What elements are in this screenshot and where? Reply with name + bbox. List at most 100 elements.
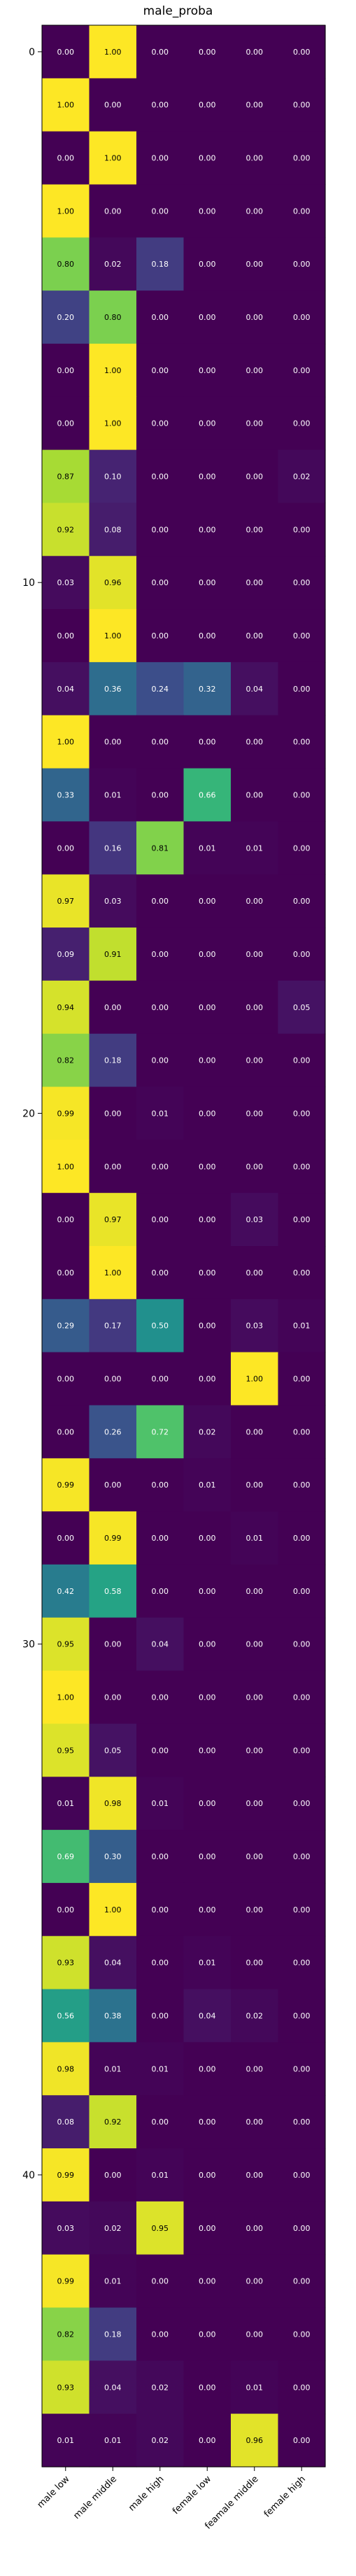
cell-value-label: 0.00 <box>199 1746 216 1755</box>
cell-value-label: 0.42 <box>57 1587 75 1596</box>
cell-value-label: 0.00 <box>293 738 311 747</box>
cell-value-label: 0.99 <box>104 1534 122 1543</box>
heatmap-cell <box>89 1405 137 1459</box>
cell-value-label: 0.01 <box>199 1959 216 1968</box>
cell-value-label: 0.00 <box>246 790 264 799</box>
heatmap-cell <box>183 980 232 1035</box>
cell-value-label: 0.00 <box>104 2171 122 2180</box>
heatmap-cell <box>231 1989 279 2043</box>
heatmap-cell <box>136 768 185 822</box>
heatmap-cell <box>278 1617 326 1672</box>
cell-value-label: 0.00 <box>199 472 216 482</box>
chart-title: male_proba <box>143 4 213 18</box>
heatmap-cell <box>136 1777 185 1830</box>
cell-value-label: 0.02 <box>104 260 122 269</box>
heatmap-cell <box>89 1777 137 1830</box>
heatmap-cell <box>42 1564 90 1618</box>
cell-value-label: 1.00 <box>104 1268 122 1278</box>
heatmap-cell <box>231 662 279 716</box>
heatmap-cell <box>136 1564 185 1618</box>
heatmap-cell <box>183 2148 232 2202</box>
cell-value-label: 0.00 <box>293 578 311 587</box>
heatmap-cell <box>278 1830 326 1884</box>
heatmap-cell <box>183 2254 232 2309</box>
cell-value-label: 0.00 <box>104 1003 122 1012</box>
cell-value-label: 0.02 <box>246 2011 264 2020</box>
heatmap-cell <box>183 927 232 981</box>
heatmap-cell <box>278 1246 326 1300</box>
cell-value-label: 0.00 <box>293 48 311 57</box>
heatmap-cell <box>136 1617 185 1672</box>
cell-value-label: 0.00 <box>152 897 169 906</box>
heatmap-cell <box>183 2414 232 2468</box>
cell-value-label: 1.00 <box>104 154 122 163</box>
cell-value-label: 0.00 <box>199 897 216 906</box>
heatmap-cell <box>136 25 185 79</box>
heatmap-cell <box>42 1140 90 1194</box>
heatmap-cell <box>89 184 137 238</box>
cell-value-label: 0.00 <box>57 1534 75 1543</box>
cell-value-label: 0.00 <box>246 2330 264 2339</box>
cell-value-label: 0.03 <box>246 1215 264 1224</box>
heatmap-cell <box>183 1458 232 1512</box>
heatmap-cell <box>231 2148 279 2202</box>
heatmap-cell <box>42 1882 90 1937</box>
heatmap-cell <box>278 2095 326 2149</box>
heatmap-cell <box>278 237 326 291</box>
cell-value-label: 0.00 <box>199 1799 216 1808</box>
heatmap-cell <box>278 1352 326 1406</box>
cell-value-label: 0.00 <box>293 2277 311 2286</box>
cell-value-label: 0.00 <box>293 1480 311 1490</box>
heatmap-cell <box>89 1033 137 1088</box>
cell-value-label: 0.99 <box>57 1480 75 1490</box>
cell-value-label: 0.00 <box>152 2277 169 2286</box>
cell-value-label: 0.00 <box>293 897 311 906</box>
cell-value-label: 0.56 <box>57 2011 75 2020</box>
cell-value-label: 0.00 <box>199 48 216 57</box>
cell-value-label: 0.00 <box>293 525 311 534</box>
heatmap-cell <box>136 1405 185 1459</box>
heatmap-cell <box>183 1140 232 1194</box>
heatmap-cell <box>89 1298 137 1353</box>
heatmap-cell <box>278 1193 326 1247</box>
heatmap-cell <box>42 237 90 291</box>
cell-value-label: 0.00 <box>246 2224 264 2233</box>
heatmap-cell <box>42 1405 90 1459</box>
cell-value-label: 0.30 <box>104 1852 122 1861</box>
heatmap-cell <box>183 1246 232 1300</box>
heatmap-cell <box>136 1723 185 1777</box>
cell-value-label: 0.80 <box>104 313 122 322</box>
cell-value-label: 0.00 <box>293 844 311 853</box>
heatmap-cell-labels: 0.00 1.00 0.00 0.00 0.00 0.00 1.00 0.00 0.00 0.00… <box>57 48 311 2445</box>
cell-value-label: 0.26 <box>104 1427 122 1436</box>
heatmap-cell <box>42 343 90 398</box>
cell-value-label: 0.00 <box>246 1587 264 1596</box>
heatmap-cell <box>231 1352 279 1406</box>
heatmap-cell <box>42 1246 90 1300</box>
cell-value-label: 0.93 <box>57 1959 75 1968</box>
heatmap-cell <box>231 1723 279 1777</box>
heatmap-cell <box>231 927 279 981</box>
heatmap-cell <box>89 2201 137 2255</box>
cell-value-label: 0.02 <box>152 2383 169 2392</box>
cell-value-label: 0.00 <box>152 1587 169 1596</box>
cell-value-label: 0.80 <box>57 260 75 269</box>
heatmap-cell <box>42 768 90 822</box>
y-tick-label: 10 <box>22 578 35 589</box>
cell-value-label: 0.95 <box>57 1640 75 1649</box>
cell-value-label: 0.00 <box>152 1534 169 1543</box>
heatmap-cell <box>231 715 279 769</box>
heatmap-cell <box>231 1882 279 1937</box>
heatmap-cell <box>183 2201 232 2255</box>
cell-value-label: 0.00 <box>152 472 169 482</box>
heatmap-cell <box>136 1140 185 1194</box>
heatmap-cell <box>136 1830 185 1884</box>
cell-value-label: 0.04 <box>104 2383 122 2392</box>
heatmap-cell <box>89 609 137 663</box>
heatmap-cell <box>183 1405 232 1459</box>
cell-value-label: 0.00 <box>293 1534 311 1543</box>
heatmap-cell <box>183 1564 232 1618</box>
cell-value-label: 1.00 <box>57 206 75 216</box>
cell-value-label: 0.01 <box>152 2171 169 2180</box>
cell-value-label: 0.18 <box>152 260 169 269</box>
